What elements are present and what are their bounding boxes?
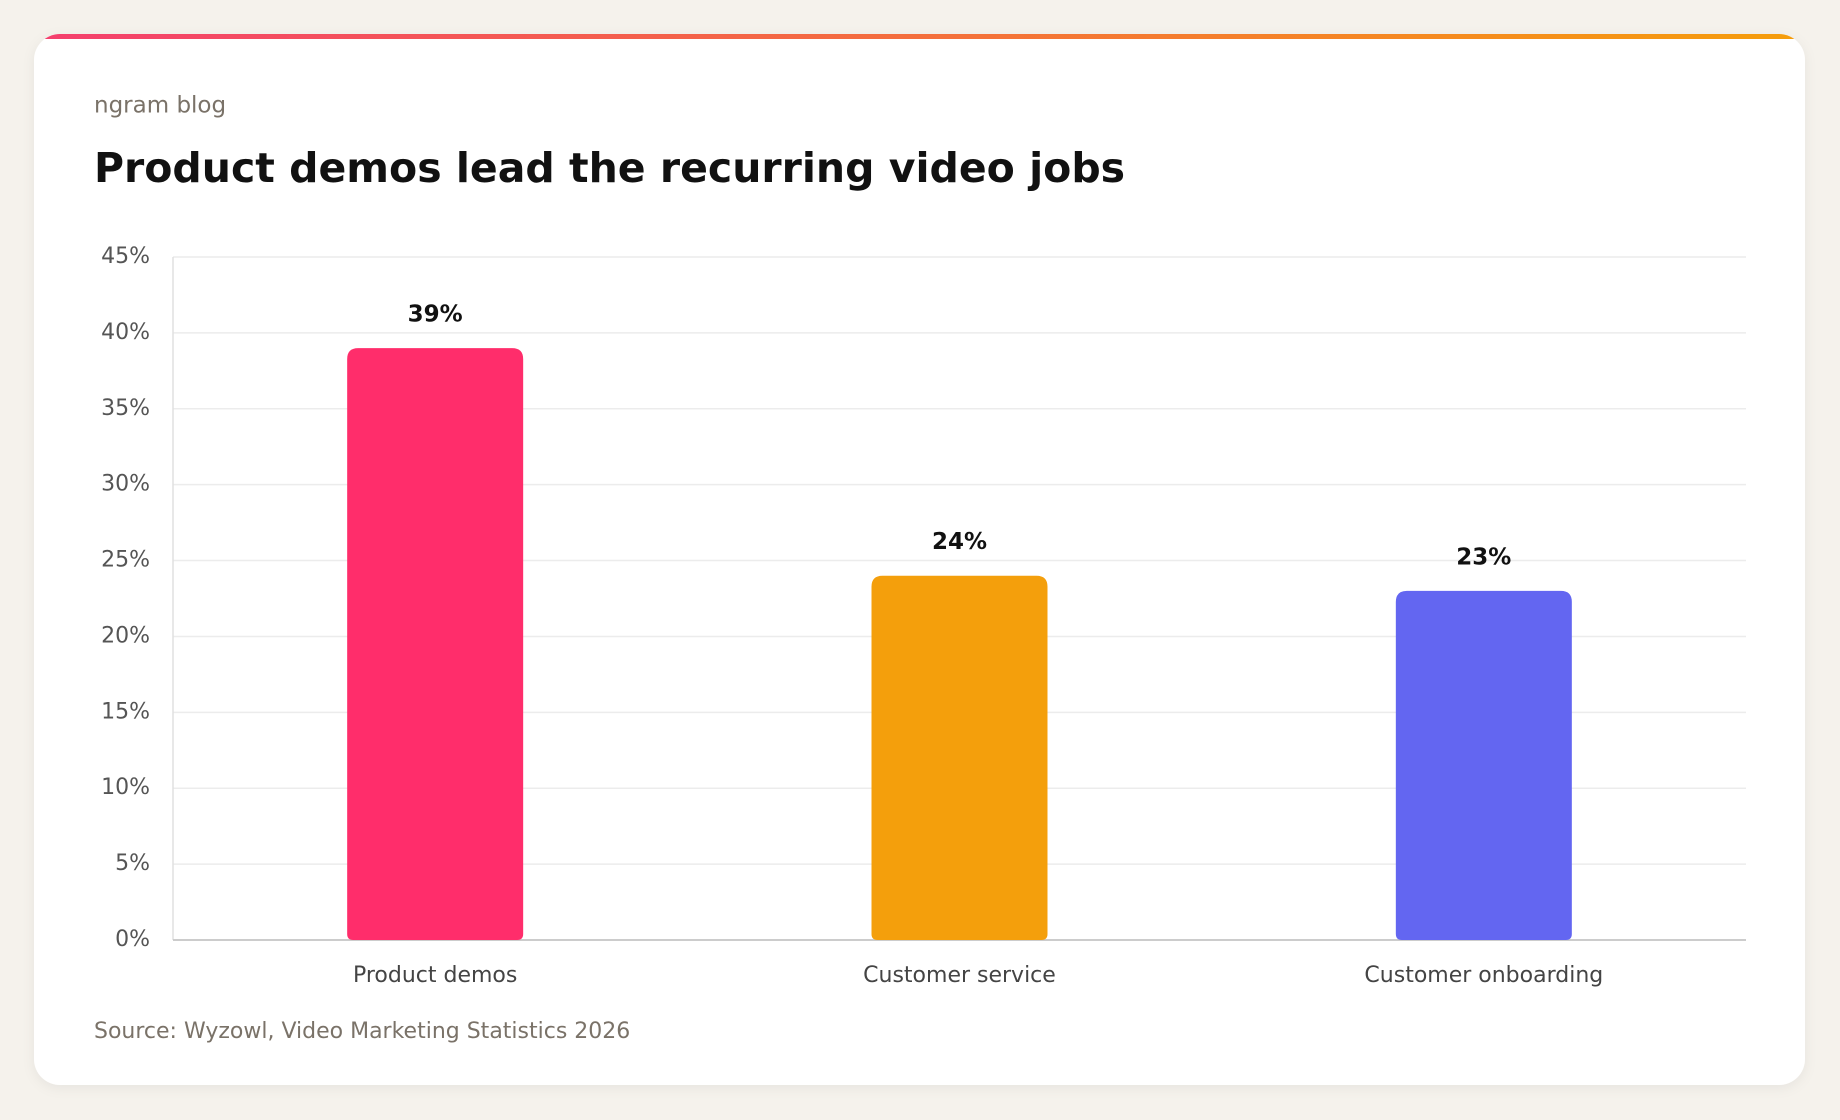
chart-title: Product demos lead the recurring video j… xyxy=(94,144,1125,192)
bar xyxy=(1395,590,1572,940)
x-tick-label: Product demos xyxy=(353,963,517,988)
value-label: 23% xyxy=(1456,544,1511,570)
y-tick-label: 5% xyxy=(115,851,150,876)
brand: ngram blog xyxy=(94,93,226,119)
bar xyxy=(347,348,524,941)
y-tick-label: 25% xyxy=(101,548,150,573)
accent-bar xyxy=(34,34,1805,39)
value-label: 39% xyxy=(408,302,463,328)
y-tick-label: 10% xyxy=(101,775,150,800)
y-tick-label: 40% xyxy=(101,320,150,345)
y-tick-label: 0% xyxy=(115,927,150,952)
value-label: 24% xyxy=(932,529,987,555)
source: Source: Wyzowl, Video Marketing Statisti… xyxy=(94,1019,630,1044)
y-tick-label: 20% xyxy=(101,623,150,648)
x-tick-label: Customer service xyxy=(863,963,1056,988)
bar xyxy=(871,575,1048,940)
y-tick-label: 45% xyxy=(101,244,150,269)
y-tick-label: 35% xyxy=(101,396,150,421)
y-tick-label: 30% xyxy=(101,472,150,497)
y-tick-label: 15% xyxy=(101,699,150,724)
x-tick-label: Customer onboarding xyxy=(1364,963,1603,988)
